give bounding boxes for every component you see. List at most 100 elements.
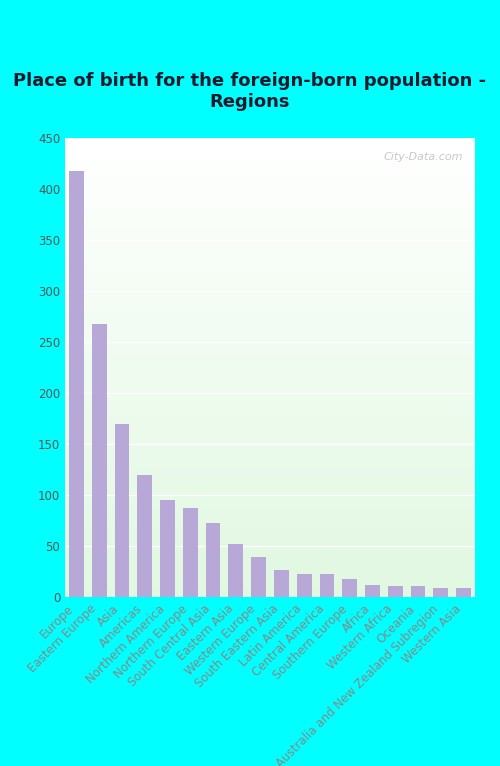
Bar	[65, 308, 475, 310]
Bar	[65, 172, 475, 175]
Bar	[138, 475, 152, 597]
Bar	[65, 591, 475, 593]
Bar	[65, 184, 475, 186]
Bar	[65, 423, 475, 425]
Bar	[65, 384, 475, 386]
Bar	[65, 478, 475, 480]
Bar	[65, 340, 475, 342]
Bar	[160, 500, 175, 597]
Bar	[65, 140, 475, 142]
Bar	[65, 218, 475, 221]
Bar	[65, 496, 475, 499]
Bar	[65, 147, 475, 149]
Bar	[65, 554, 475, 556]
Bar	[65, 503, 475, 506]
Bar	[65, 283, 475, 285]
Bar	[65, 418, 475, 421]
Bar	[65, 315, 475, 317]
Bar	[65, 556, 475, 558]
Bar	[65, 533, 475, 535]
Bar	[65, 588, 475, 591]
Bar	[65, 414, 475, 416]
Bar	[65, 370, 475, 372]
Bar	[65, 531, 475, 533]
Bar	[65, 319, 475, 322]
Bar	[65, 381, 475, 384]
Bar	[65, 508, 475, 510]
Bar	[65, 437, 475, 439]
Bar	[65, 416, 475, 418]
Bar	[65, 152, 475, 154]
Bar	[65, 453, 475, 455]
Bar	[65, 301, 475, 303]
Bar	[65, 262, 475, 264]
Bar	[65, 395, 475, 398]
Bar	[65, 278, 475, 280]
Bar	[65, 586, 475, 588]
Bar	[65, 404, 475, 407]
Bar	[65, 510, 475, 512]
Bar	[65, 552, 475, 554]
Bar	[65, 439, 475, 441]
Bar	[65, 407, 475, 409]
Bar	[65, 138, 475, 140]
Bar	[65, 499, 475, 501]
Bar	[456, 588, 471, 597]
Bar	[65, 338, 475, 340]
Bar	[114, 424, 130, 597]
Bar	[65, 494, 475, 496]
Bar	[65, 345, 475, 347]
Bar	[65, 193, 475, 195]
Bar	[65, 253, 475, 255]
Bar	[65, 170, 475, 172]
Bar	[65, 230, 475, 232]
Bar	[65, 593, 475, 595]
Bar	[65, 221, 475, 223]
Bar	[65, 303, 475, 306]
Bar	[65, 487, 475, 489]
Bar	[65, 285, 475, 287]
Bar	[65, 409, 475, 411]
Bar	[65, 574, 475, 577]
Bar	[65, 561, 475, 563]
Bar	[65, 207, 475, 209]
Text: Place of birth for the foreign-born population -
Regions: Place of birth for the foreign-born popu…	[14, 72, 486, 111]
Bar	[65, 427, 475, 430]
Bar	[251, 557, 266, 597]
Bar	[65, 430, 475, 432]
Bar	[65, 489, 475, 492]
Bar	[65, 485, 475, 487]
Bar	[65, 476, 475, 478]
Bar	[65, 273, 475, 276]
Bar	[65, 165, 475, 168]
Bar	[65, 232, 475, 234]
Bar	[65, 460, 475, 462]
Bar	[65, 363, 475, 365]
Bar	[65, 310, 475, 313]
Bar	[65, 577, 475, 579]
Bar	[65, 432, 475, 434]
Bar	[65, 216, 475, 218]
Bar	[65, 524, 475, 526]
Bar	[410, 586, 426, 597]
Bar	[65, 462, 475, 464]
Bar	[297, 574, 312, 597]
Bar	[65, 241, 475, 244]
Bar	[434, 588, 448, 597]
Bar	[65, 296, 475, 299]
Bar	[65, 492, 475, 494]
Bar	[65, 386, 475, 388]
Bar	[65, 159, 475, 161]
Bar	[65, 191, 475, 193]
Bar	[65, 368, 475, 370]
Bar	[65, 563, 475, 565]
Bar	[65, 154, 475, 156]
Bar	[65, 228, 475, 230]
Bar	[388, 586, 402, 597]
Bar	[65, 234, 475, 237]
Bar	[65, 145, 475, 147]
Bar	[65, 483, 475, 485]
Bar	[65, 290, 475, 292]
Bar	[65, 512, 475, 515]
Bar	[65, 448, 475, 450]
